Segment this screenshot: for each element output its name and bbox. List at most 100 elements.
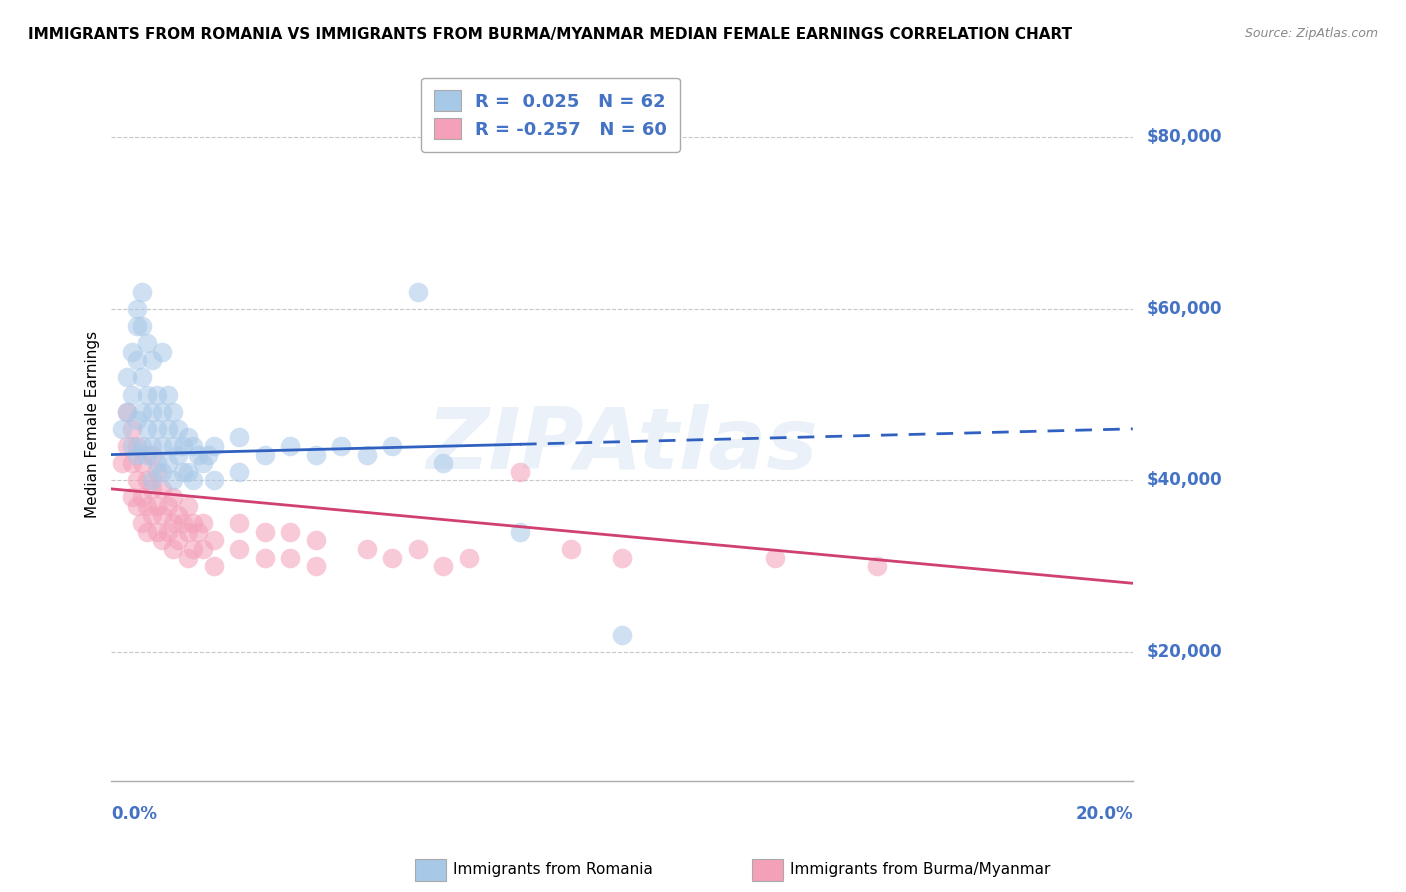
Text: IMMIGRANTS FROM ROMANIA VS IMMIGRANTS FROM BURMA/MYANMAR MEDIAN FEMALE EARNINGS : IMMIGRANTS FROM ROMANIA VS IMMIGRANTS FR… — [28, 27, 1073, 42]
Point — [125, 473, 148, 487]
Point — [305, 533, 328, 548]
Point — [181, 541, 204, 556]
Point — [228, 465, 250, 479]
Point — [162, 405, 184, 419]
Point — [125, 439, 148, 453]
Point — [330, 439, 353, 453]
Text: $60,000: $60,000 — [1147, 300, 1222, 318]
Point — [457, 550, 479, 565]
Point — [121, 456, 143, 470]
Point — [202, 439, 225, 453]
Point — [136, 422, 159, 436]
Point — [356, 448, 378, 462]
Point — [228, 516, 250, 531]
Point — [406, 285, 429, 299]
Point — [136, 387, 159, 401]
Point — [125, 499, 148, 513]
Point — [136, 524, 159, 539]
Point — [131, 370, 153, 384]
Point — [381, 550, 404, 565]
Point — [115, 405, 138, 419]
Point — [162, 473, 184, 487]
Point — [305, 448, 328, 462]
Text: $40,000: $40,000 — [1147, 471, 1222, 490]
Legend: R =  0.025   N = 62, R = -0.257   N = 60: R = 0.025 N = 62, R = -0.257 N = 60 — [422, 78, 681, 152]
Point — [131, 516, 153, 531]
Point — [305, 559, 328, 574]
Point — [141, 448, 163, 462]
Point — [156, 524, 179, 539]
Point — [162, 541, 184, 556]
Point — [131, 318, 153, 333]
Point — [136, 499, 159, 513]
Point — [610, 550, 633, 565]
Point — [181, 516, 204, 531]
Point — [202, 559, 225, 574]
Point — [177, 524, 200, 539]
Point — [125, 413, 148, 427]
Point — [146, 387, 169, 401]
Point — [125, 353, 148, 368]
Point — [177, 465, 200, 479]
Point — [121, 439, 143, 453]
Point — [172, 465, 194, 479]
Point — [141, 473, 163, 487]
Y-axis label: Median Female Earnings: Median Female Earnings — [86, 331, 100, 518]
Point — [152, 439, 174, 453]
Point — [146, 499, 169, 513]
Point — [509, 465, 531, 479]
Point — [156, 456, 179, 470]
Point — [202, 533, 225, 548]
Point — [253, 524, 276, 539]
Point — [166, 448, 188, 462]
Point — [177, 430, 200, 444]
Point — [197, 448, 219, 462]
Point — [136, 336, 159, 351]
Point — [763, 550, 786, 565]
Point — [177, 499, 200, 513]
Point — [146, 524, 169, 539]
Point — [131, 456, 153, 470]
Text: Immigrants from Romania: Immigrants from Romania — [453, 863, 652, 877]
Point — [131, 491, 153, 505]
Point — [131, 405, 153, 419]
Point — [381, 439, 404, 453]
Point — [111, 422, 134, 436]
Point — [131, 439, 153, 453]
Text: 0.0%: 0.0% — [111, 805, 157, 823]
Point — [136, 473, 159, 487]
Point — [177, 550, 200, 565]
Point — [146, 465, 169, 479]
Point — [141, 439, 163, 453]
Point — [509, 524, 531, 539]
Text: Immigrants from Burma/Myanmar: Immigrants from Burma/Myanmar — [790, 863, 1050, 877]
Point — [156, 422, 179, 436]
Point — [125, 318, 148, 333]
Text: Source: ZipAtlas.com: Source: ZipAtlas.com — [1244, 27, 1378, 40]
Point — [172, 516, 194, 531]
Point — [115, 405, 138, 419]
Point — [193, 516, 215, 531]
Point — [121, 344, 143, 359]
Point — [152, 533, 174, 548]
Point — [253, 448, 276, 462]
Point — [228, 541, 250, 556]
Point — [172, 439, 194, 453]
Point — [121, 387, 143, 401]
Point — [121, 491, 143, 505]
Point — [156, 387, 179, 401]
Point — [156, 499, 179, 513]
Point — [136, 448, 159, 462]
Point — [253, 550, 276, 565]
Point — [181, 473, 204, 487]
Point — [181, 439, 204, 453]
Point — [141, 405, 163, 419]
Point — [146, 422, 169, 436]
Point — [162, 491, 184, 505]
Point — [193, 541, 215, 556]
Text: 20.0%: 20.0% — [1076, 805, 1133, 823]
Point — [560, 541, 582, 556]
Point — [406, 541, 429, 556]
Point — [115, 370, 138, 384]
Point — [141, 482, 163, 496]
